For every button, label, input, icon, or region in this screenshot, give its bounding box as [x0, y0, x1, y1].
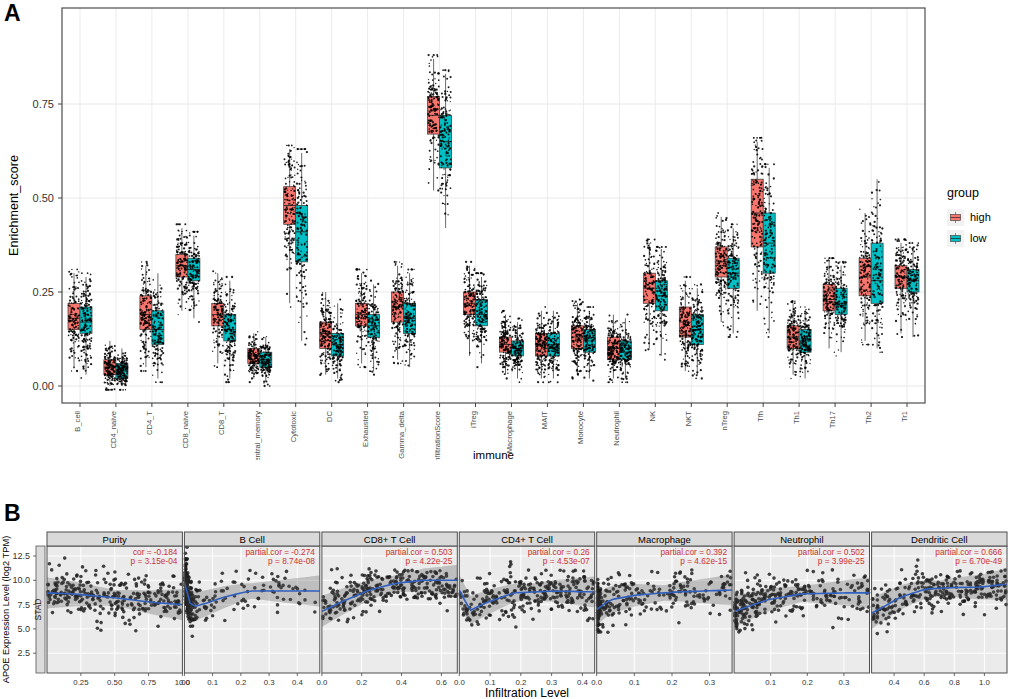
svg-text:0.0: 0.0: [316, 678, 328, 687]
svg-text:p = 8.74e-08: p = 8.74e-08: [268, 556, 315, 566]
svg-text:p = 3.15e-04: p = 3.15e-04: [131, 556, 178, 566]
svg-text:0.2: 0.2: [235, 678, 246, 687]
svg-text:0.4: 0.4: [292, 678, 304, 687]
svg-text:0.3: 0.3: [704, 678, 715, 687]
svg-text:Infiltration Level: Infiltration Level: [485, 686, 569, 699]
svg-text:1.0: 1.0: [979, 678, 991, 687]
svg-text:p = 3.99e-25: p = 3.99e-25: [818, 556, 865, 566]
svg-text:10.0: 10.0: [12, 575, 30, 585]
svg-text:APOE Expression Level (log2 TP: APOE Expression Level (log2 TPM): [1, 536, 11, 684]
svg-text:12.5: 12.5: [12, 551, 30, 561]
svg-text:0.1: 0.1: [629, 678, 640, 687]
svg-text:0.2: 0.2: [802, 678, 813, 687]
svg-text:0.75: 0.75: [141, 678, 157, 687]
svg-text:0.2: 0.2: [356, 678, 367, 687]
svg-text:0.4: 0.4: [889, 678, 901, 687]
svg-text:0.3: 0.3: [838, 678, 849, 687]
svg-text:Purity: Purity: [103, 534, 128, 545]
svg-text:2.5: 2.5: [17, 648, 30, 658]
svg-text:7.5: 7.5: [17, 600, 30, 610]
svg-text:Dendritic Cell: Dendritic Cell: [911, 534, 968, 545]
svg-text:B Cell: B Cell: [239, 534, 264, 545]
svg-text:0.1: 0.1: [207, 678, 218, 687]
svg-text:STAD: STAD: [33, 598, 43, 620]
svg-text:5.0: 5.0: [17, 624, 30, 634]
svg-text:0.4: 0.4: [577, 678, 589, 687]
svg-text:0.1: 0.1: [765, 678, 776, 687]
svg-text:p = 4.22e-25: p = 4.22e-25: [405, 556, 452, 566]
svg-text:0.4: 0.4: [396, 678, 408, 687]
svg-text:0.6: 0.6: [919, 678, 930, 687]
svg-text:0.2: 0.2: [667, 678, 678, 687]
svg-text:Neutrophil: Neutrophil: [780, 534, 823, 545]
svg-text:0.0: 0.0: [591, 678, 603, 687]
svg-text:CD8+ T Cell: CD8+ T Cell: [364, 534, 416, 545]
svg-text:p = 4.53e-07: p = 4.53e-07: [543, 556, 590, 566]
svg-text:p = 4.62e-15: p = 4.62e-15: [680, 556, 727, 566]
svg-text:0.8: 0.8: [949, 678, 960, 687]
svg-text:0.0: 0.0: [179, 678, 191, 687]
svg-text:p = 6.70e-49: p = 6.70e-49: [955, 556, 1002, 566]
svg-text:0.50: 0.50: [107, 678, 123, 687]
svg-text:CD4+ T Cell: CD4+ T Cell: [501, 534, 553, 545]
svg-text:0.3: 0.3: [264, 678, 275, 687]
svg-text:0.6: 0.6: [436, 678, 447, 687]
svg-text:0.0: 0.0: [454, 678, 466, 687]
svg-text:0.25: 0.25: [73, 678, 89, 687]
svg-text:Macrophage: Macrophage: [638, 534, 691, 545]
